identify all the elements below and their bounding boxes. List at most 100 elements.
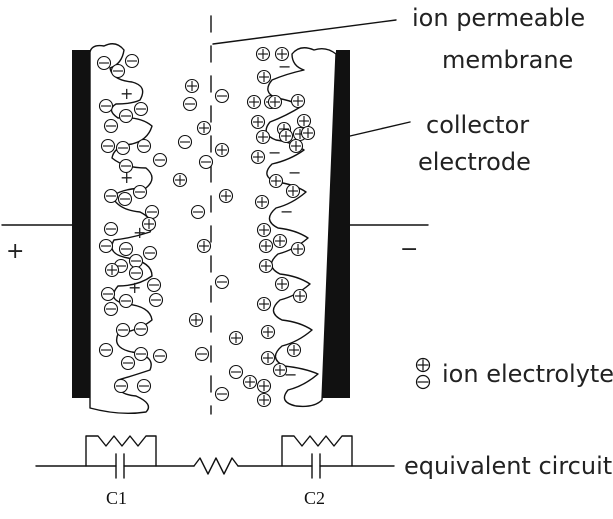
- legend-anion-icon: [415, 374, 431, 390]
- cation-ion-73: [290, 241, 306, 257]
- cation-ion-60: [250, 114, 266, 130]
- cation-ion-87: [300, 125, 316, 141]
- cation-ion-45: [172, 172, 188, 188]
- cation-ion-67: [268, 173, 284, 189]
- c2-parallel-resistor: [281, 435, 353, 467]
- anion-ion-4: [118, 108, 134, 124]
- cation-ion-36: [104, 262, 120, 278]
- anion-ion-15: [144, 204, 160, 220]
- anion-ion-40: [182, 96, 198, 112]
- anion-ion-13: [117, 191, 133, 207]
- anion-ion-10: [152, 152, 168, 168]
- anion-ion-54: [214, 386, 230, 402]
- series-resistor: [193, 457, 239, 475]
- right-collector-electrode: [322, 50, 350, 398]
- anion-ion-24: [100, 286, 116, 302]
- membrane-label-line1: ion permeable: [412, 4, 585, 32]
- cation-ion-81: [272, 362, 288, 378]
- cation-ion-61: [255, 129, 271, 145]
- c1-label: C1: [106, 488, 127, 508]
- positive-terminal-label: +: [6, 239, 24, 264]
- anion-ion-29: [133, 321, 149, 337]
- cation-ion-55: [255, 46, 271, 62]
- negative-terminal-label: −: [400, 237, 418, 262]
- cation-ion-50: [188, 312, 204, 328]
- legend-cation-icon: [415, 357, 431, 373]
- anion-ion-42: [177, 134, 193, 150]
- anion-ion-33: [113, 378, 129, 394]
- anion-ion-20: [128, 253, 144, 269]
- surface-minus-4: −: [280, 202, 293, 221]
- anion-ion-14: [132, 184, 148, 200]
- anion-ion-27: [148, 292, 164, 308]
- anion-ion-32: [120, 355, 136, 371]
- anion-ion-9: [136, 138, 152, 154]
- cation-ion-59: [246, 94, 262, 110]
- anion-ion-52: [194, 346, 210, 362]
- membrane-pointer-line: [212, 19, 397, 45]
- anion-ion-53: [228, 364, 244, 380]
- anion-ion-7: [100, 138, 116, 154]
- anion-ion-8: [115, 140, 131, 156]
- surface-minus-5: −: [284, 365, 297, 384]
- ion-legend-label: ion electrolyte: [442, 360, 613, 388]
- surface-minus-2: −: [268, 143, 281, 162]
- cation-ion-46: [218, 188, 234, 204]
- surface-plus-2: +: [120, 168, 133, 187]
- anion-ion-1: [110, 63, 126, 79]
- anion-ion-28: [115, 322, 131, 338]
- anion-ion-25: [103, 301, 119, 317]
- cation-ion-84: [256, 392, 272, 408]
- surface-plus-4: +: [128, 278, 141, 297]
- c1-parallel-resistor: [85, 435, 157, 467]
- cation-ion-69: [254, 194, 270, 210]
- left-collector-electrode: [72, 50, 90, 398]
- anion-ion-0: [96, 55, 112, 71]
- anion-ion-21: [142, 245, 158, 261]
- anion-ion-26: [118, 293, 134, 309]
- cation-ion-85: [290, 93, 306, 109]
- anion-ion-6: [103, 118, 119, 134]
- anion-ion-34: [136, 378, 152, 394]
- equivalent-circuit-label: equivalent circuit: [404, 452, 612, 480]
- cation-ion-70: [256, 222, 272, 238]
- cation-ion-57: [256, 69, 272, 85]
- anion-ion-16: [103, 221, 119, 237]
- cation-ion-68: [285, 183, 301, 199]
- cation-ion-51: [228, 330, 244, 346]
- collector-pointer-line: [349, 121, 411, 137]
- anion-ion-49: [214, 274, 230, 290]
- cation-ion-71: [258, 238, 274, 254]
- cation-ion-65: [288, 138, 304, 154]
- cation-ion-75: [274, 276, 290, 292]
- cation-ion-76: [292, 288, 308, 304]
- surface-minus-3: −: [288, 163, 301, 182]
- c2-label: C2: [304, 488, 325, 508]
- cation-ion-38: [184, 78, 200, 94]
- ion-legend: ion electrolyte: [415, 357, 613, 390]
- cation-ion-82: [242, 374, 258, 390]
- collector-label-line1: collector: [426, 111, 529, 139]
- cation-ion-78: [260, 324, 276, 340]
- anion-ion-35: [152, 348, 168, 364]
- collector-label-line2: electrode: [418, 148, 531, 176]
- membrane-label-line2: membrane: [442, 46, 573, 74]
- cation-ion-80: [260, 350, 276, 366]
- anion-ion-12: [103, 188, 119, 204]
- cation-ion-48: [196, 238, 212, 254]
- anion-ion-23: [146, 277, 162, 293]
- electrolyte-ions: [96, 46, 316, 408]
- right-surface-charges: − − − − −: [268, 57, 301, 384]
- cation-ion-74: [258, 258, 274, 274]
- cation-ion-83: [256, 378, 272, 394]
- anion-ion-3: [98, 98, 114, 114]
- cation-ion-43: [214, 142, 230, 158]
- surface-plus-1: +: [120, 84, 133, 103]
- cation-ion-41: [196, 120, 212, 136]
- cation-ion-72: [272, 233, 288, 249]
- anion-ion-2: [124, 53, 140, 69]
- anion-ion-47: [190, 204, 206, 220]
- cation-ion-86: [296, 113, 312, 129]
- anion-ion-5: [133, 101, 149, 117]
